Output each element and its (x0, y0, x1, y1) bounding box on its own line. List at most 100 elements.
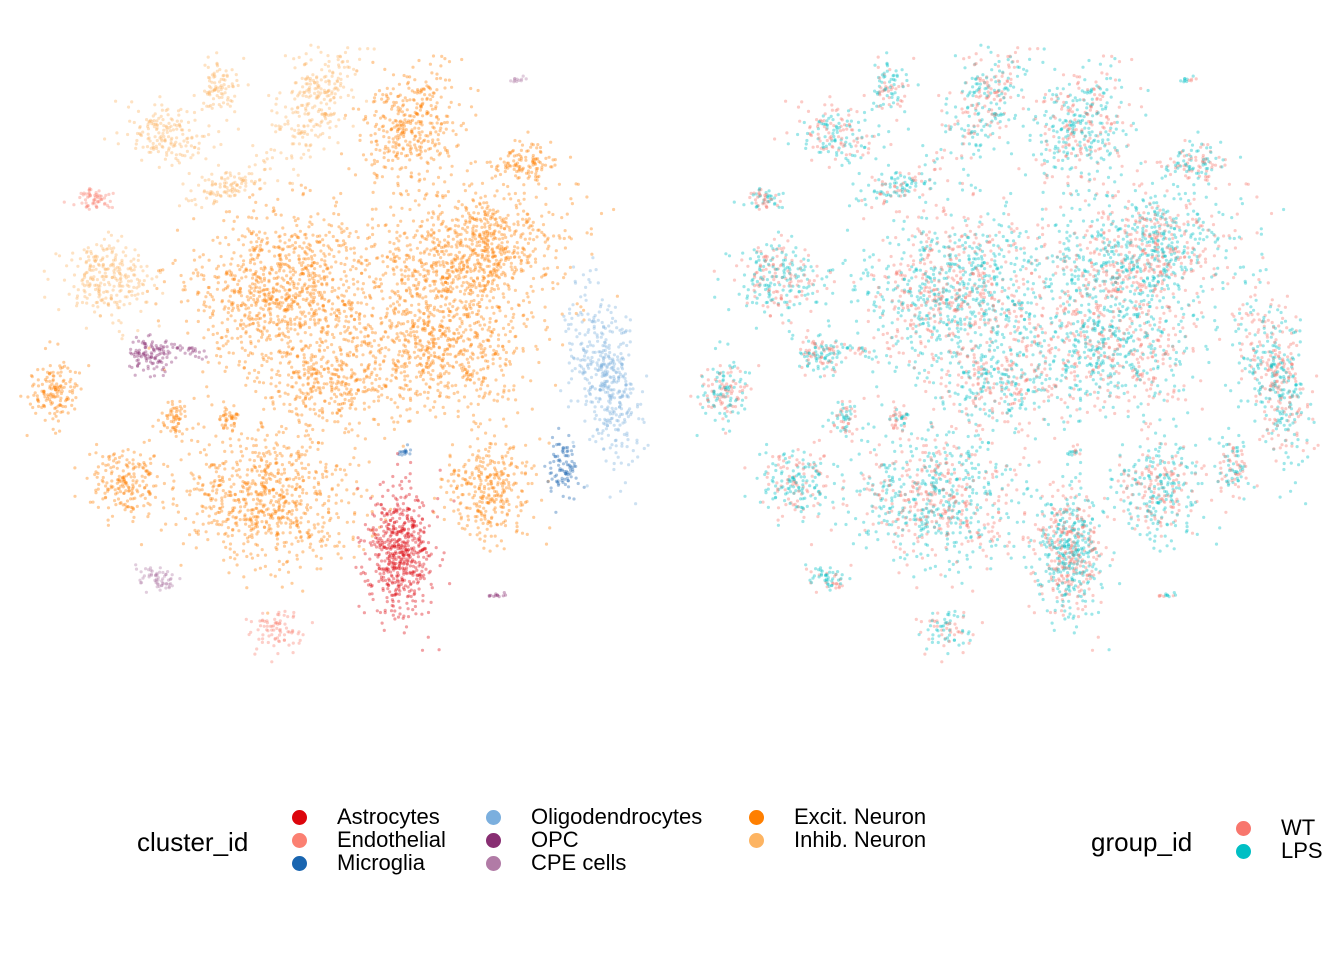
scatter-point-cluster (302, 373, 306, 377)
scatter-point-cluster (415, 363, 419, 368)
scatter-point-cluster (574, 182, 578, 186)
scatter-point-cluster (282, 504, 286, 508)
scatter-point-cluster (408, 207, 412, 212)
scatter-point-cluster (449, 252, 453, 256)
scatter-point-cluster (389, 379, 393, 383)
scatter-point-cluster (227, 571, 231, 575)
scatter-point-cluster (375, 256, 379, 260)
scatter-point-cluster (318, 344, 322, 348)
scatter-point-cluster (336, 515, 340, 520)
scatter-point-cluster (259, 260, 263, 264)
scatter-point-cluster (457, 199, 461, 203)
scatter-point-cluster (333, 288, 337, 292)
scatter-point-cluster (285, 320, 290, 324)
scatter-point-cluster (354, 230, 358, 234)
scatter-point-cluster (328, 518, 332, 523)
scatter-point-cluster (378, 351, 382, 355)
scatter-point-cluster (495, 473, 499, 477)
scatter-point-cluster (186, 299, 190, 303)
scatter-point-cluster (483, 534, 487, 538)
scatter-point-cluster (510, 307, 514, 311)
scatter-point-cluster (421, 378, 425, 382)
scatter-point-cluster (488, 390, 492, 394)
scatter-point-cluster (246, 316, 250, 320)
scatter-point-cluster (411, 255, 415, 259)
scatter-point-cluster (303, 314, 307, 318)
scatter-point-cluster (195, 512, 199, 516)
scatter-point-cluster (127, 461, 131, 465)
scatter-point-cluster (391, 158, 395, 162)
scatter-point-cluster (431, 182, 435, 186)
scatter-point-cluster (483, 467, 487, 471)
scatter-point-cluster (204, 462, 208, 466)
scatter-point-cluster (280, 463, 284, 467)
scatter-point-cluster (48, 371, 52, 376)
scatter-point-cluster (356, 287, 360, 291)
scatter-point-cluster (244, 331, 248, 335)
scatter-point-cluster (53, 406, 57, 411)
scatter-point-cluster (361, 153, 366, 157)
scatter-point-cluster (407, 119, 411, 123)
scatter-point-cluster (405, 99, 409, 103)
scatter-point-cluster (51, 427, 55, 431)
scatter-point-cluster (502, 462, 506, 466)
scatter-point-cluster (507, 389, 511, 393)
scatter-point-cluster (489, 459, 493, 463)
scatter-point-cluster (259, 266, 263, 271)
scatter-point-cluster (373, 242, 377, 246)
scatter-point-cluster (519, 233, 523, 237)
scatter-point-cluster (495, 304, 499, 308)
scatter-point-cluster (309, 264, 313, 268)
scatter-point-cluster (256, 253, 260, 257)
scatter-point-cluster (422, 268, 426, 272)
scatter-point-cluster (461, 263, 466, 267)
scatter-point-cluster (233, 516, 238, 520)
scatter-point-cluster (294, 458, 298, 463)
scatter-point-cluster (440, 319, 444, 323)
scatter-point-cluster (458, 512, 462, 516)
scatter-point-cluster (362, 326, 366, 330)
scatter-point-cluster (543, 163, 548, 167)
scatter-point-cluster (399, 268, 403, 272)
scatter-point-cluster (459, 260, 463, 264)
scatter-point-cluster (385, 307, 389, 311)
scatter-point-cluster (310, 314, 314, 318)
scatter-point-cluster (471, 413, 476, 417)
scatter-point-cluster (390, 416, 394, 420)
scatter-point-cluster (386, 335, 390, 339)
scatter-point-cluster (104, 468, 108, 473)
scatter-point-cluster (430, 325, 435, 330)
scatter-point-cluster (456, 336, 461, 340)
scatter-point-cluster (449, 484, 453, 488)
scatter-point-cluster (496, 275, 500, 279)
scatter-point-cluster (336, 296, 340, 300)
scatter-point-cluster (212, 504, 216, 509)
scatter-point-cluster (289, 454, 293, 458)
scatter-point-cluster (409, 327, 413, 331)
scatter-point-cluster (276, 516, 280, 521)
scatter-point-cluster (467, 282, 471, 286)
scatter-point-cluster (469, 105, 474, 109)
scatter-point-cluster (237, 359, 242, 364)
scatter-point-cluster (448, 352, 452, 356)
scatter-point-cluster (235, 412, 239, 416)
scatter-point-cluster (492, 278, 496, 282)
scatter-point-cluster (95, 442, 99, 447)
scatter-point-cluster (231, 528, 235, 532)
scatter-point-cluster (438, 166, 442, 170)
scatter-point-cluster (316, 290, 320, 294)
scatter-point-cluster (569, 197, 573, 201)
scatter-point-cluster (176, 510, 180, 514)
scatter-point-cluster (501, 502, 506, 506)
scatter-point-cluster (106, 518, 110, 522)
scatter-point-cluster (42, 390, 46, 394)
scatter-point-cluster (269, 317, 273, 321)
scatter-point-cluster (513, 335, 517, 339)
scatter-point-cluster (519, 154, 523, 158)
scatter-point-cluster (478, 201, 482, 205)
scatter-point-cluster (171, 261, 175, 265)
scatter-point-cluster (432, 289, 436, 293)
scatter-point-cluster (319, 365, 324, 369)
scatter-point-cluster (118, 490, 123, 494)
scatter-point-cluster (258, 249, 262, 253)
